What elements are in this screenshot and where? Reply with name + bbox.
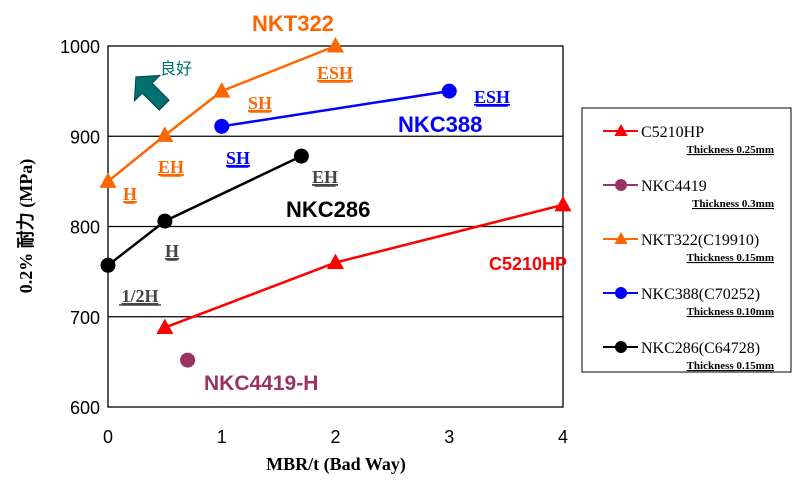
point-label: H xyxy=(123,184,137,204)
y-tick-label: 800 xyxy=(70,218,100,238)
legend-thickness: Thickness 0.10mm xyxy=(687,306,774,318)
data-point-marker xyxy=(100,257,116,273)
point-label: ESH xyxy=(474,87,510,107)
legend-thickness: Thickness 0.15mm xyxy=(687,360,774,372)
y-tick-label: 900 xyxy=(70,127,100,147)
y-axis-label: 0.2% 耐力 (MPa) xyxy=(15,159,37,293)
legend-entry: NKC388(C70252) Thickness 0.10mm xyxy=(603,286,774,318)
x-tick-label: 0 xyxy=(103,427,113,447)
x-axis-label: MBR/t (Bad Way) xyxy=(266,454,406,475)
y-tick-label: 700 xyxy=(70,308,100,328)
data-point-marker xyxy=(615,179,627,191)
x-tick-labels: 0 1 2 3 4 xyxy=(103,427,568,447)
legend-entry: NKC286(C64728) Thickness 0.15mm xyxy=(603,340,774,372)
y-tick-label: 600 xyxy=(70,398,100,418)
legend-label: C5210HP xyxy=(641,124,704,141)
data-point-marker xyxy=(326,37,345,53)
series-C5210HP: C5210HP xyxy=(156,195,572,335)
data-point-marker xyxy=(180,352,196,368)
series-label: NKC388 xyxy=(398,112,482,137)
data-point-marker xyxy=(99,172,117,188)
data-point-marker xyxy=(441,83,457,99)
point-label: 1/2H xyxy=(121,286,158,306)
legend-thickness: Thickness 0.15mm xyxy=(687,252,774,264)
good-direction-label: 良好 xyxy=(160,60,192,78)
series-layer: C5210HP NKC4419-H NKT322 H EH SH ESH NKC388 SH ES… xyxy=(99,11,572,395)
series-label: NKT322 xyxy=(252,11,334,36)
data-point-marker xyxy=(156,318,174,335)
point-label: SH xyxy=(248,93,272,113)
data-point-marker xyxy=(156,126,174,142)
legend-entry: NKT322(C19910) Thickness 0.15mm xyxy=(603,232,774,264)
data-point-marker xyxy=(326,253,345,270)
data-point-marker xyxy=(214,118,230,134)
legend-label: NKC388(C70252) xyxy=(641,286,760,303)
series-label: C5210HP xyxy=(489,254,567,274)
data-point-marker xyxy=(293,148,309,164)
point-label: EH xyxy=(312,167,338,187)
legend-thickness: Thickness 0.3mm xyxy=(692,198,774,210)
legend-entry: NKC4419 Thickness 0.3mm xyxy=(603,178,774,210)
legend-entry: C5210HP Thickness 0.25mm xyxy=(603,124,774,156)
series-NKC286(C64728): NKC286 1/2H H EH xyxy=(100,148,370,306)
series-label: NKC4419-H xyxy=(204,372,318,395)
legend: C5210HP Thickness 0.25mm NKC4419 Thickness … xyxy=(581,107,792,373)
series-line xyxy=(107,154,302,267)
data-point-marker xyxy=(614,232,628,245)
point-label: SH xyxy=(226,148,250,168)
x-tick-label: 4 xyxy=(558,427,568,447)
series-label: NKC286 xyxy=(286,197,370,222)
data-point-marker xyxy=(157,213,173,229)
data-point-marker xyxy=(615,287,627,299)
series-line xyxy=(221,89,450,128)
legend-label: NKC4419 xyxy=(641,178,707,195)
y-tick-label: 1000 xyxy=(60,37,100,57)
series-line xyxy=(107,44,336,183)
legend-thickness: Thickness 0.25mm xyxy=(687,144,774,156)
good-direction-arrow-icon xyxy=(133,74,170,111)
series-NKC388(C70252): NKC388 SH ESH xyxy=(214,83,510,168)
grid-lines xyxy=(108,135,563,318)
x-tick-label: 1 xyxy=(217,427,227,447)
point-label: ESH xyxy=(317,63,353,83)
legend-label: NKT322(C19910) xyxy=(641,232,759,249)
data-point-marker xyxy=(615,341,627,353)
x-tick-label: 2 xyxy=(330,427,340,447)
x-tick-label: 3 xyxy=(444,427,454,447)
data-point-marker xyxy=(554,195,572,212)
legend-label: NKC286(C64728) xyxy=(641,340,760,357)
point-label: H xyxy=(165,241,179,261)
y-tick-labels: 600 700 800 900 1000 xyxy=(60,37,100,418)
point-label: EH xyxy=(158,157,184,177)
data-point-marker xyxy=(614,124,628,137)
series-NKT322(C19910): NKT322 H EH SH ESH xyxy=(99,11,353,204)
series-NKC4419: NKC4419-H xyxy=(180,352,318,395)
data-point-marker xyxy=(213,82,231,98)
